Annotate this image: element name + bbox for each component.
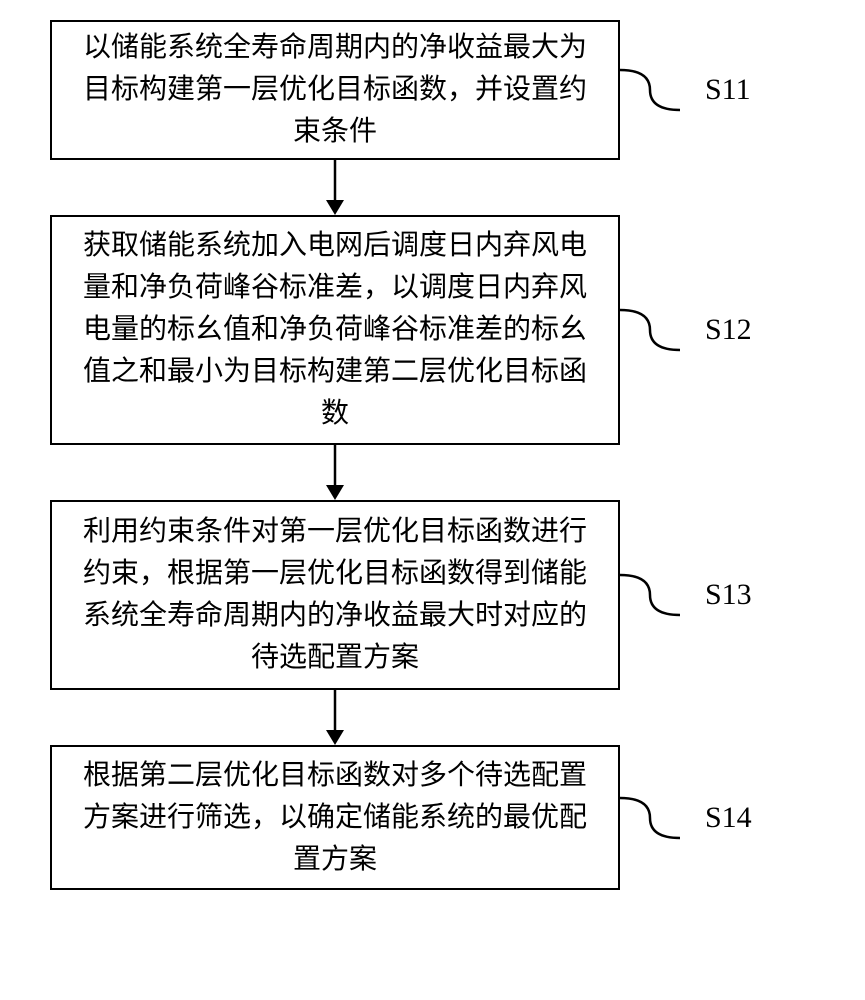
step-box-s14: 根据第二层优化目标函数对多个待选配置方案进行筛选，以确定储能系统的最优配置方案: [50, 745, 620, 890]
connector-group: S11: [620, 60, 751, 120]
step-text: 获取储能系统加入电网后调度日内弃风电量和净负荷峰谷标准差，以调度日内弃风电量的标…: [72, 225, 598, 435]
connector-group: S12: [620, 300, 752, 360]
step-text: 以储能系统全寿命周期内的净收益最大为目标构建第一层优化目标函数，并设置约束条件: [72, 27, 598, 153]
bracket-connector-icon: [620, 300, 700, 360]
step-box-s13: 利用约束条件对第一层优化目标函数进行约束，根据第一层优化目标函数得到储能系统全寿…: [50, 500, 620, 690]
arrow-container: [50, 445, 620, 500]
step-box-s11: 以储能系统全寿命周期内的净收益最大为目标构建第一层优化目标函数，并设置约束条件: [50, 20, 620, 160]
step-container: 根据第二层优化目标函数对多个待选配置方案进行筛选，以确定储能系统的最优配置方案 …: [50, 745, 815, 890]
arrow-container: [50, 690, 620, 745]
step-label: S13: [705, 578, 752, 612]
step-label: S12: [705, 313, 752, 347]
down-arrow-icon: [320, 160, 350, 215]
bracket-connector-icon: [620, 60, 700, 120]
step-label: S14: [705, 801, 752, 835]
flowchart-container: 以储能系统全寿命周期内的净收益最大为目标构建第一层优化目标函数，并设置约束条件 …: [50, 20, 815, 890]
connector-group: S14: [620, 788, 752, 848]
step-text: 根据第二层优化目标函数对多个待选配置方案进行筛选，以确定储能系统的最优配置方案: [72, 755, 598, 881]
step-container: 利用约束条件对第一层优化目标函数进行约束，根据第一层优化目标函数得到储能系统全寿…: [50, 500, 815, 690]
step-container: 获取储能系统加入电网后调度日内弃风电量和净负荷峰谷标准差，以调度日内弃风电量的标…: [50, 215, 815, 445]
connector-group: S13: [620, 565, 752, 625]
step-text: 利用约束条件对第一层优化目标函数进行约束，根据第一层优化目标函数得到储能系统全寿…: [72, 511, 598, 679]
down-arrow-icon: [320, 445, 350, 500]
step-box-s12: 获取储能系统加入电网后调度日内弃风电量和净负荷峰谷标准差，以调度日内弃风电量的标…: [50, 215, 620, 445]
bracket-connector-icon: [620, 788, 700, 848]
step-label: S11: [705, 73, 751, 107]
arrow-container: [50, 160, 620, 215]
step-container: 以储能系统全寿命周期内的净收益最大为目标构建第一层优化目标函数，并设置约束条件 …: [50, 20, 815, 160]
bracket-connector-icon: [620, 565, 700, 625]
down-arrow-icon: [320, 690, 350, 745]
